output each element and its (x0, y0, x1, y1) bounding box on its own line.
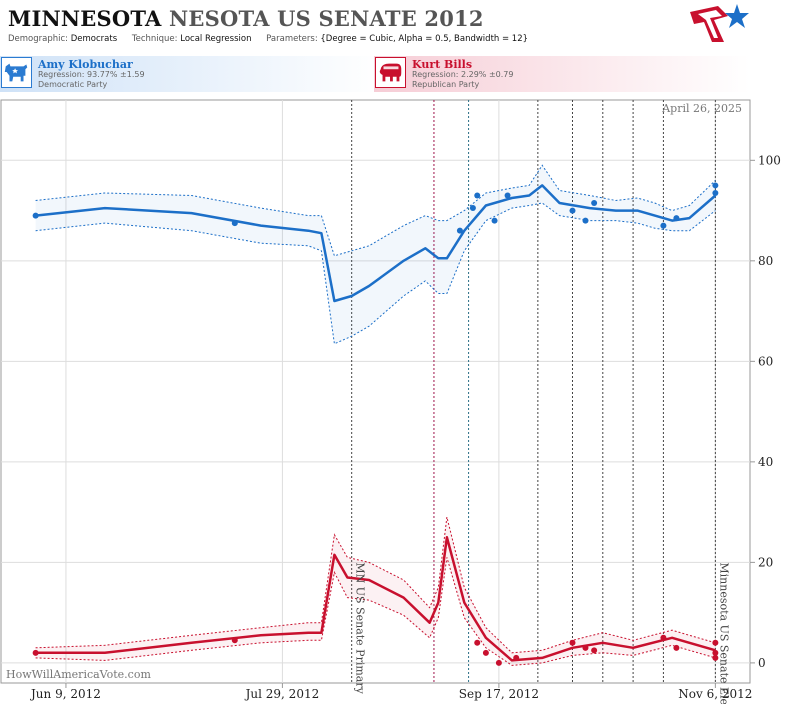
poll-point (712, 189, 719, 196)
x-tick-label: Jun 9, 2012 (29, 687, 101, 701)
poll-point (32, 212, 39, 219)
title-state: MINNESOTA (8, 6, 162, 31)
poll-point (495, 659, 502, 666)
poll-point (569, 207, 576, 214)
confidence-band (35, 165, 716, 344)
technique-label: Technique: (131, 34, 178, 44)
regression-line (35, 536, 716, 662)
candidate-party: Democratic Party (38, 80, 108, 89)
poll-point (482, 649, 489, 656)
lower-bound-line (35, 557, 716, 666)
demographic-label: Demographic: (8, 34, 69, 44)
poll-point (712, 649, 719, 656)
poll-point (474, 639, 481, 646)
y-tick-label: 40 (758, 455, 773, 469)
poll-point (673, 215, 680, 222)
poll-point (504, 192, 511, 199)
poll-point (591, 200, 598, 207)
title-rest: NESOTA US SENATE 2012 (169, 6, 484, 31)
polling-chart: 0 20 40 60 80 100 Jun 9, 2012 Jul 29, 2012 Sep … (0, 99, 781, 704)
regression-line (35, 184, 717, 303)
y-tick-label: 0 (758, 656, 766, 670)
site-logo-icon (690, 4, 749, 42)
candidate-panel-klobuchar: Amy Klobuchar Regression: 93.77% ±1.59 D… (0, 56, 380, 92)
demographic-value: Democrats (70, 34, 118, 44)
subtitle-parameters: Demographic: Democrats Technique: Local … (8, 34, 540, 44)
poll-point (569, 639, 576, 646)
y-tick-label: 20 (758, 555, 773, 569)
poll-point (712, 654, 719, 661)
confidence-band (35, 517, 716, 666)
poll-point (591, 647, 598, 654)
poll-point (673, 644, 680, 651)
y-tick-label: 100 (758, 153, 781, 167)
x-tick-label: Sep 17, 2012 (459, 687, 539, 701)
candidate-regression: Regression: 93.77% ±1.59 (38, 70, 145, 79)
republican-elephant-icon (375, 57, 406, 88)
plot-frame (0, 99, 751, 684)
poll-point (513, 654, 520, 661)
x-tick-label: Nov 6, 2012 (678, 687, 752, 701)
poll-point (660, 634, 667, 641)
democrat-donkey-icon (1, 57, 32, 88)
poll-point (582, 644, 589, 651)
candidate-name: Amy Klobuchar (38, 58, 133, 71)
poll-point (469, 205, 476, 212)
poll-point (712, 639, 719, 646)
poll-point (231, 220, 238, 227)
upper-bound-line (35, 164, 716, 257)
candidate-party: Republican Party (412, 80, 480, 89)
technique-value: Local Regression (180, 34, 252, 44)
date-label: April 26, 2025 (661, 102, 742, 115)
event-label: MN US Senate Primary (354, 562, 367, 694)
candidate-panel-bills: Kurt Bills Regression: 2.29% ±0.79 Repub… (374, 56, 750, 92)
poll-point (456, 227, 463, 234)
x-tick-label: Jul 29, 2012 (244, 687, 320, 701)
upper-bound-line (35, 516, 716, 654)
y-tick-label: 60 (758, 354, 773, 368)
lower-bound-line (35, 202, 716, 345)
poll-point (582, 217, 589, 224)
poll-point (491, 217, 498, 224)
y-tick-label: 80 (758, 254, 773, 268)
poll-point (231, 637, 238, 644)
poll-point (660, 222, 667, 229)
parameters-label: Parameters: (266, 34, 318, 44)
poll-point (32, 649, 39, 656)
chart-title: MINNESOTA NESOTA US SENATE 2012 (8, 6, 484, 31)
poll-point (474, 192, 481, 199)
candidate-regression: Regression: 2.29% ±0.79 (412, 70, 514, 79)
candidate-name: Kurt Bills (412, 58, 473, 71)
poll-point (712, 182, 719, 189)
watermark: HowWillAmericaVote.com (6, 668, 151, 681)
parameters-value: {Degree = Cubic, Alpha = 0.5, Bandwidth … (320, 34, 529, 44)
event-label: Minnesota US Senate Election (717, 562, 730, 704)
